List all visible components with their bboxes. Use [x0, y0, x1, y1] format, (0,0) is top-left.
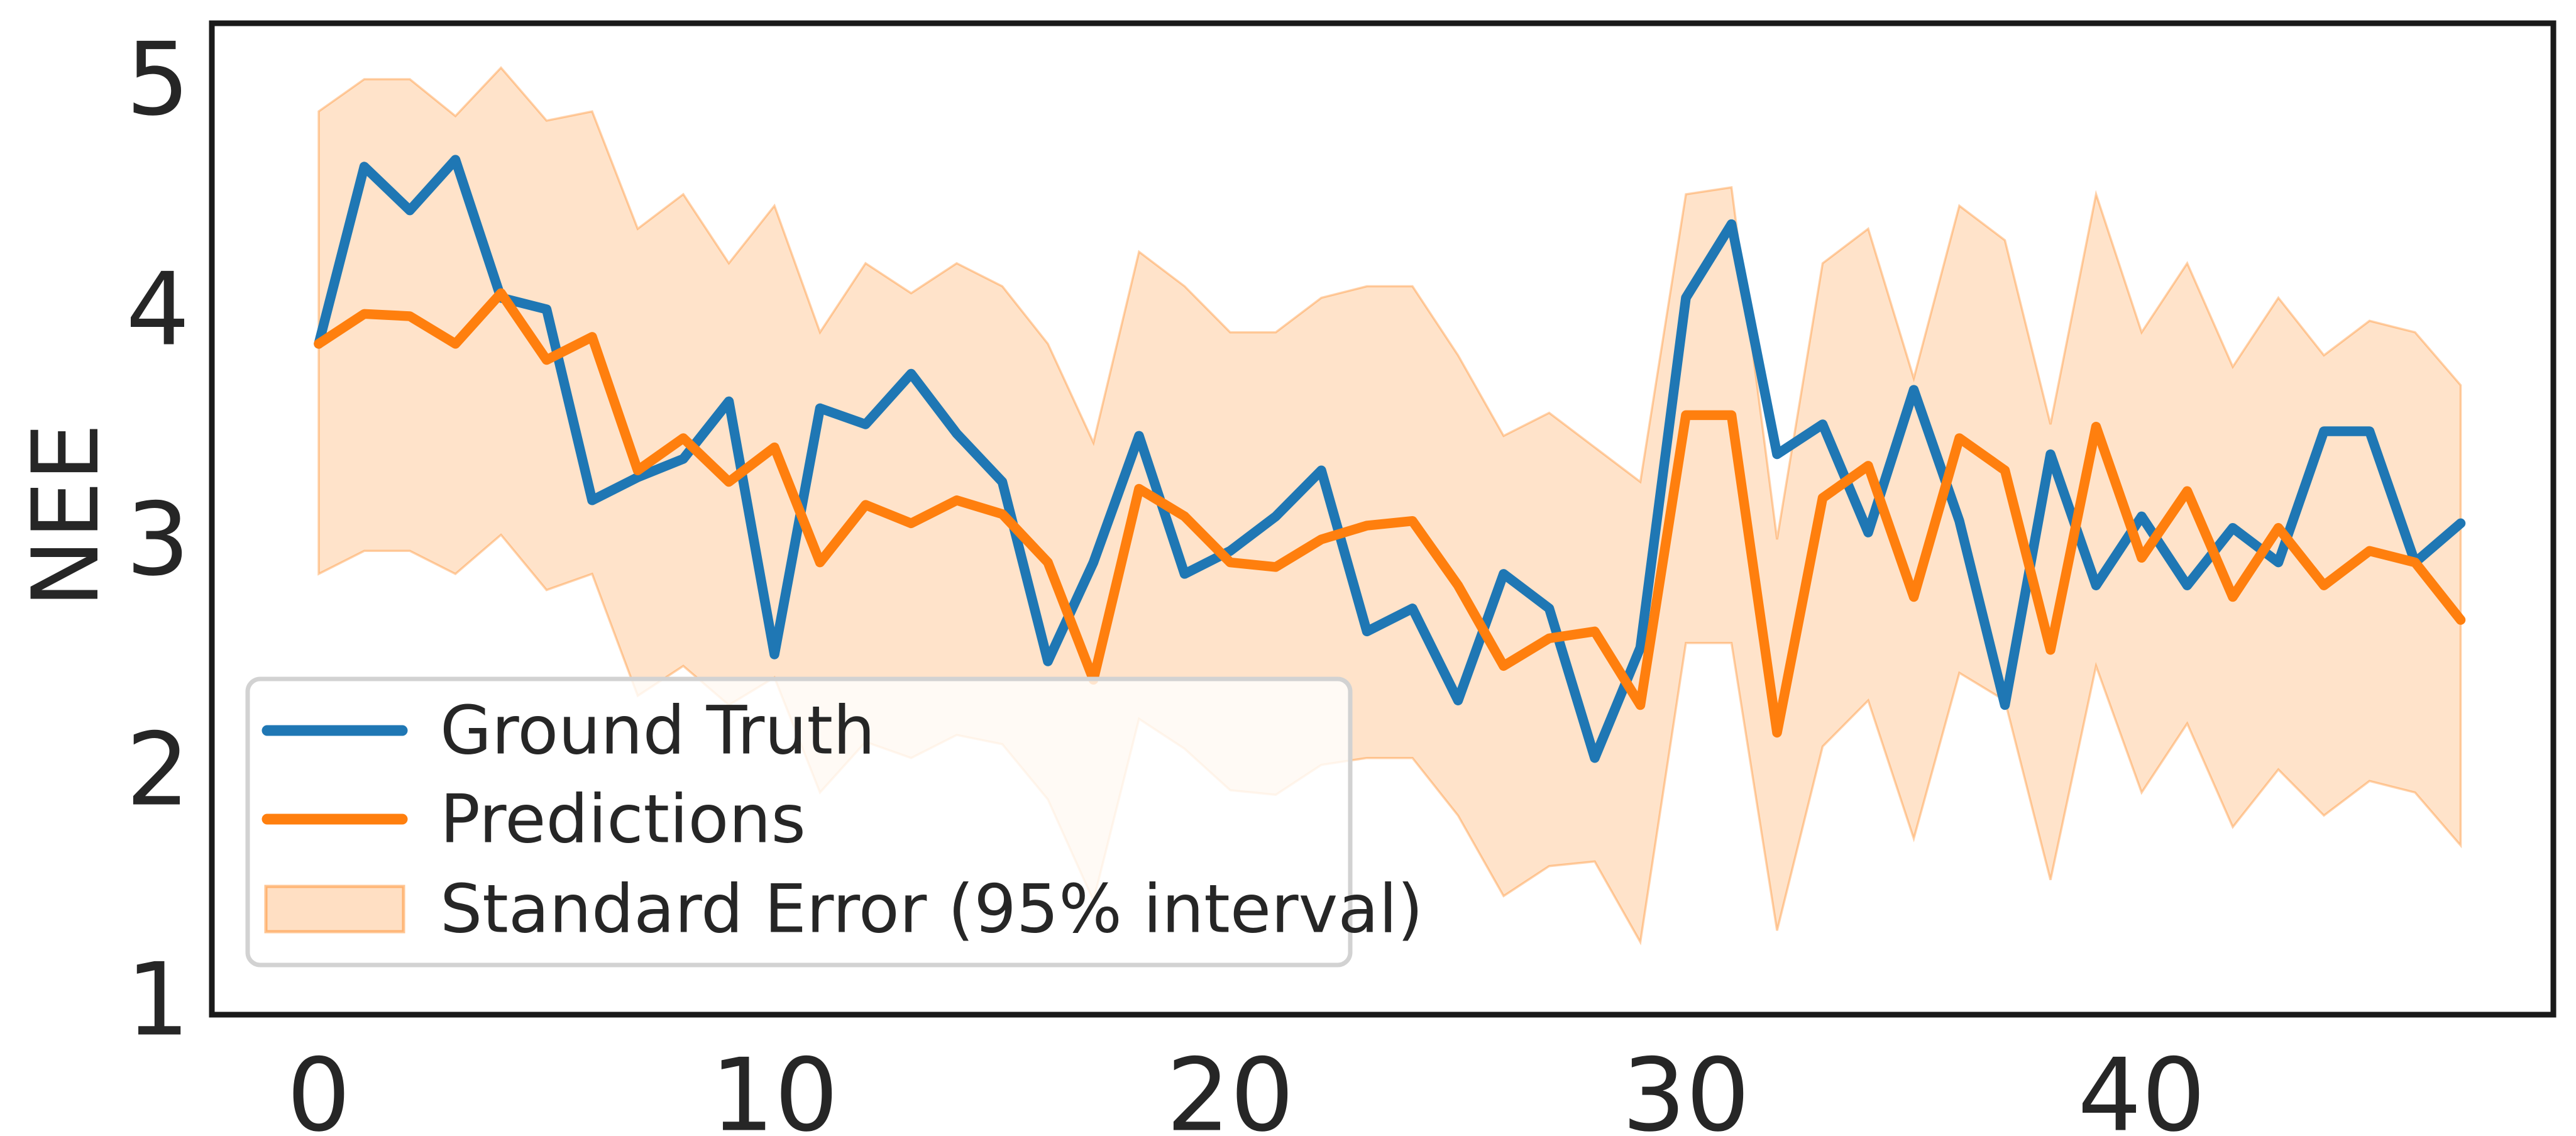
x-tick-label-40: 40: [2078, 1037, 2206, 1136]
legend-label-1: Predictions: [440, 781, 806, 858]
x-tick-labels: 0 10 20 30 40: [287, 1037, 2206, 1136]
x-tick-label-30: 30: [1622, 1037, 1750, 1136]
y-tick-label-3: 3: [126, 481, 190, 598]
y-tick-label-1: 1: [126, 941, 190, 1059]
y-tick-labels: 1 2 3 4 5: [126, 21, 190, 1059]
y-tick-label-2: 2: [126, 711, 190, 829]
legend-label-2: Standard Error (95% interval): [440, 871, 1423, 948]
legend: Ground Truth Predictions Standard Error (9…: [245, 676, 1423, 968]
x-tick-label-10: 10: [710, 1037, 839, 1136]
legend-box: [245, 676, 1353, 968]
y-tick-label-4: 4: [126, 251, 190, 368]
legend-patch-swatch-2: [264, 885, 405, 934]
y-axis-label: NEE: [13, 423, 119, 608]
y-tick-label-5: 5: [126, 21, 190, 138]
ground-truth-line: [314, 155, 2466, 763]
x-tick-label-0: 0: [287, 1037, 351, 1136]
axes-spines: [209, 20, 2557, 1018]
legend-label-0: Ground Truth: [440, 692, 875, 769]
x-tick-label-20: 20: [1166, 1037, 1294, 1136]
predictions-line: [314, 288, 2466, 738]
